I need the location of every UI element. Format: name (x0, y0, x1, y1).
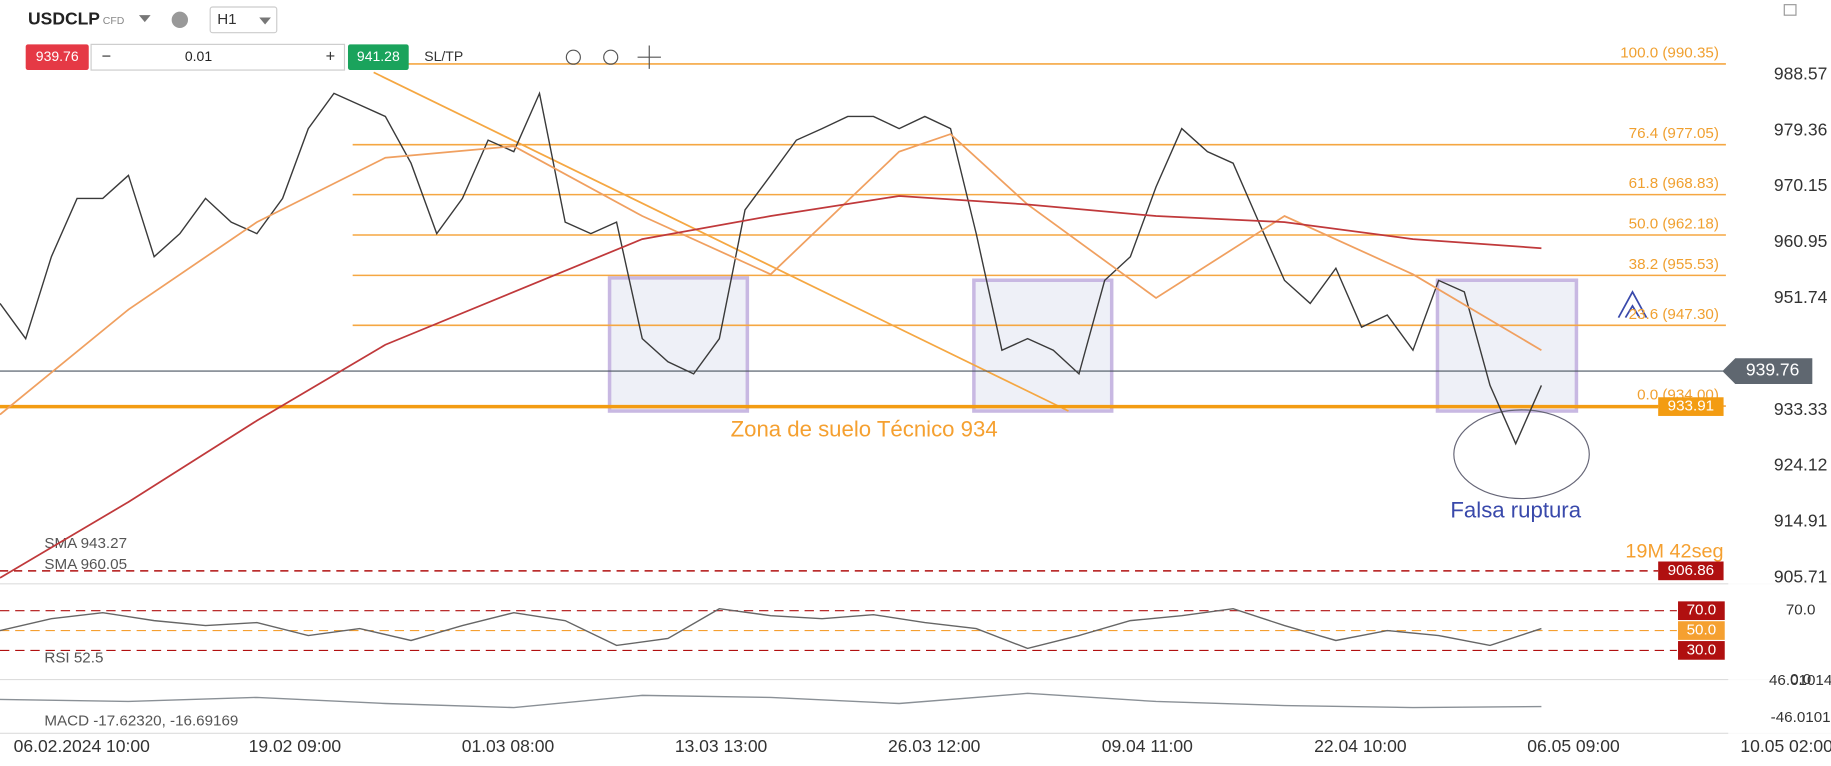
x-tick-label: 13.03 13:00 (675, 736, 768, 756)
y-tick-label: 905.71 (1774, 566, 1828, 586)
level-tag (1678, 601, 1725, 621)
level-label: 50.0 (1687, 622, 1717, 639)
arrow-up (1617, 290, 1648, 319)
x-tick-label: 10.05 02:00 (1740, 736, 1831, 756)
sma-line (0, 133, 1542, 416)
annotation: Zona de suelo Técnico 934 (731, 417, 998, 442)
fib-label: 100.0 (990.35) (1620, 44, 1719, 61)
plus-button[interactable]: + (326, 48, 336, 66)
annotation: Falsa ruptura (1450, 497, 1581, 522)
plot: 905.71 914.91 924.12 933.33 951.74 960.95 970.… (0, 44, 1831, 756)
level-tag (1678, 641, 1725, 660)
level-label: 30.0 (1687, 641, 1717, 658)
x-tick-label: 01.03 08:00 (462, 736, 555, 756)
y-tick-label: 970.15 (1774, 175, 1828, 195)
toolbar[interactable]: USDCLP CFD H1 939.76 − 0.01 + 941.28 SL/… (25, 4, 1797, 71)
level-label: 70.0 (1687, 602, 1717, 619)
dropdown-icon (259, 17, 271, 25)
y-tick-label: 951.74 (1774, 287, 1828, 307)
timeframe-select[interactable] (209, 6, 278, 34)
volume-input[interactable] (90, 43, 346, 71)
fib-label: 50.0 (962.18) (1629, 215, 1719, 232)
y-tick-label: 70.0 (1786, 602, 1816, 619)
window-button[interactable] (1783, 4, 1797, 16)
fib-label: 76.4 (977.05) (1629, 125, 1719, 142)
minus-button[interactable]: − (101, 48, 111, 66)
y-tick-label: 46.01014 (1769, 672, 1831, 689)
fib-label: 38.2 (955.53) (1629, 256, 1719, 273)
y-tick-label: -46.0101 (1771, 709, 1831, 726)
price-line (0, 607, 1542, 650)
pan-tool[interactable] (637, 45, 661, 69)
dropdown-icon[interactable] (138, 15, 151, 23)
zone-box (1435, 278, 1579, 413)
price-tag (1722, 358, 1813, 384)
legend-entry: SMA 960.05 (44, 556, 127, 573)
buy-price: 941.28 (357, 48, 400, 64)
buy-button[interactable] (347, 44, 409, 71)
x-tick-label: 09.04 11:00 (1102, 736, 1193, 756)
price-tag (1658, 397, 1724, 416)
price-tag-label: 939.76 (1746, 360, 1800, 380)
zoom-in[interactable] (603, 49, 619, 65)
y-tick-label: 0.0 (1790, 671, 1811, 688)
fib-label: 23.6 (947.30) (1629, 306, 1719, 323)
info-icon[interactable] (171, 11, 189, 29)
instrument-type: CFD (103, 15, 125, 27)
x-tick-label: 06.05 09:00 (1527, 736, 1620, 756)
sma-line (0, 195, 1542, 579)
price-line (0, 692, 1542, 709)
timeframe: H1 (217, 11, 236, 28)
y-tick-label: 988.57 (1774, 63, 1828, 83)
y-tick-label: 960.95 (1774, 231, 1828, 251)
price-tag-label: 933.91 (1668, 398, 1714, 415)
price-tag-label: 906.86 (1668, 562, 1714, 579)
y-tick-label: 914.91 (1774, 511, 1828, 531)
y-tick-label: 979.36 (1774, 119, 1828, 139)
sell-price: 939.76 (36, 48, 79, 64)
volume: 0.01 (185, 48, 212, 64)
x-tick-label: 19.02 09:00 (249, 736, 342, 756)
y-tick-label: 924.12 (1774, 455, 1828, 475)
y-tick-label: 933.33 (1774, 399, 1828, 419)
fib-label: 61.8 (968.83) (1629, 175, 1719, 192)
trend-line (373, 71, 1069, 412)
indicator-label: MACD -17.62320, -16.69169 (44, 713, 238, 730)
symbol: USDCLP (28, 8, 100, 28)
circle-drawing (1453, 409, 1590, 500)
sell-button[interactable] (25, 44, 89, 71)
price-tag (1658, 561, 1724, 581)
zone-box (607, 276, 750, 413)
indicator-label: RSI 52.5 (44, 650, 103, 667)
level-tag (1678, 621, 1725, 640)
price-line (0, 91, 1543, 446)
zoom-out[interactable] (565, 49, 581, 65)
x-tick-label: 06.02.2024 10:00 (14, 736, 151, 756)
countdown: 19M 42seg (1625, 541, 1723, 563)
x-tick-label: 22.04 10:00 (1314, 736, 1407, 756)
sl-tp-button[interactable]: SL/TP (424, 48, 463, 64)
x-tick-label: 26.03 12:00 (888, 736, 981, 756)
